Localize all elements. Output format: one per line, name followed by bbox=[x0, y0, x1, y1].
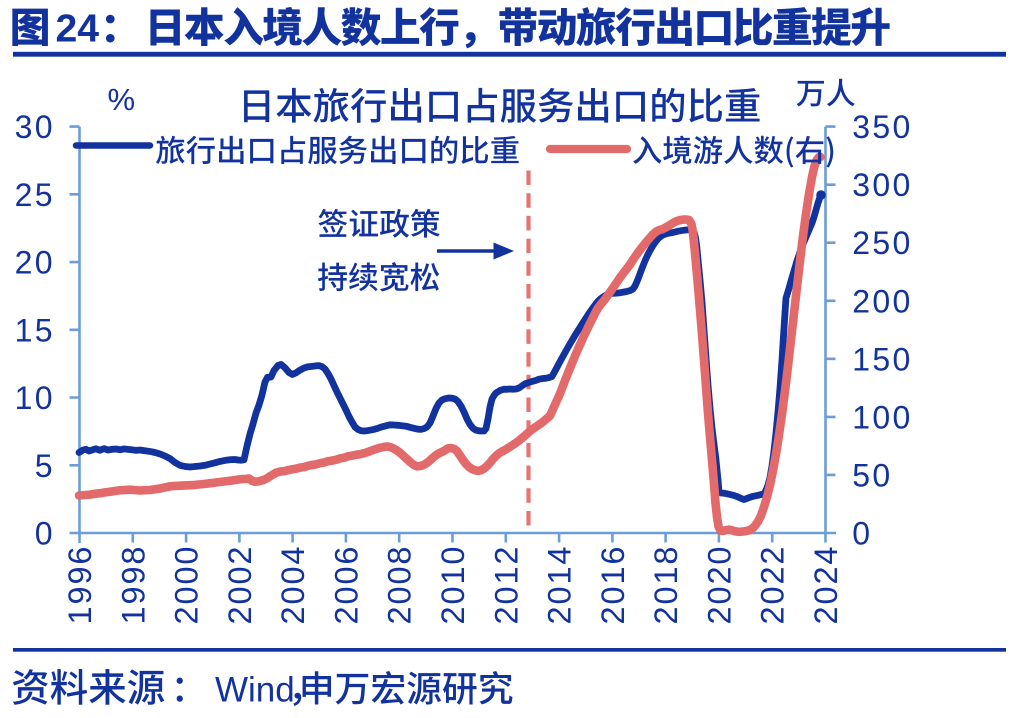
svg-text:2024: 2024 bbox=[808, 545, 844, 625]
svg-text:25: 25 bbox=[15, 177, 55, 213]
svg-text:100: 100 bbox=[852, 399, 912, 435]
svg-text:30: 30 bbox=[15, 109, 55, 145]
svg-text:2008: 2008 bbox=[382, 545, 418, 625]
svg-text:2016: 2016 bbox=[595, 545, 631, 625]
svg-text:2000: 2000 bbox=[169, 545, 205, 625]
svg-text:2020: 2020 bbox=[701, 545, 737, 625]
svg-text:150: 150 bbox=[852, 341, 912, 377]
svg-text:2010: 2010 bbox=[435, 545, 471, 625]
svg-text:2012: 2012 bbox=[488, 545, 524, 625]
svg-text:1996: 1996 bbox=[62, 545, 98, 625]
svg-text:2002: 2002 bbox=[222, 545, 258, 625]
svg-text:5: 5 bbox=[35, 448, 55, 484]
svg-text:2014: 2014 bbox=[542, 545, 578, 625]
svg-text:0: 0 bbox=[852, 516, 872, 552]
svg-text:10: 10 bbox=[15, 380, 55, 416]
svg-text:15: 15 bbox=[15, 312, 55, 348]
svg-text:2022: 2022 bbox=[755, 545, 791, 625]
svg-text:350: 350 bbox=[852, 109, 912, 145]
svg-text:20: 20 bbox=[15, 245, 55, 281]
svg-text:1998: 1998 bbox=[115, 545, 151, 625]
svg-text:200: 200 bbox=[852, 283, 912, 319]
svg-text:300: 300 bbox=[852, 167, 912, 203]
svg-text:2018: 2018 bbox=[648, 545, 684, 625]
svg-text:0: 0 bbox=[35, 516, 55, 552]
svg-text:Wind: Wind bbox=[215, 671, 295, 710]
svg-text:250: 250 bbox=[852, 225, 912, 261]
svg-text:2004: 2004 bbox=[275, 545, 311, 625]
svg-text:%: % bbox=[108, 82, 136, 117]
svg-text:50: 50 bbox=[852, 457, 892, 493]
svg-text:24: 24 bbox=[56, 8, 100, 51]
svg-text:2006: 2006 bbox=[328, 545, 364, 625]
